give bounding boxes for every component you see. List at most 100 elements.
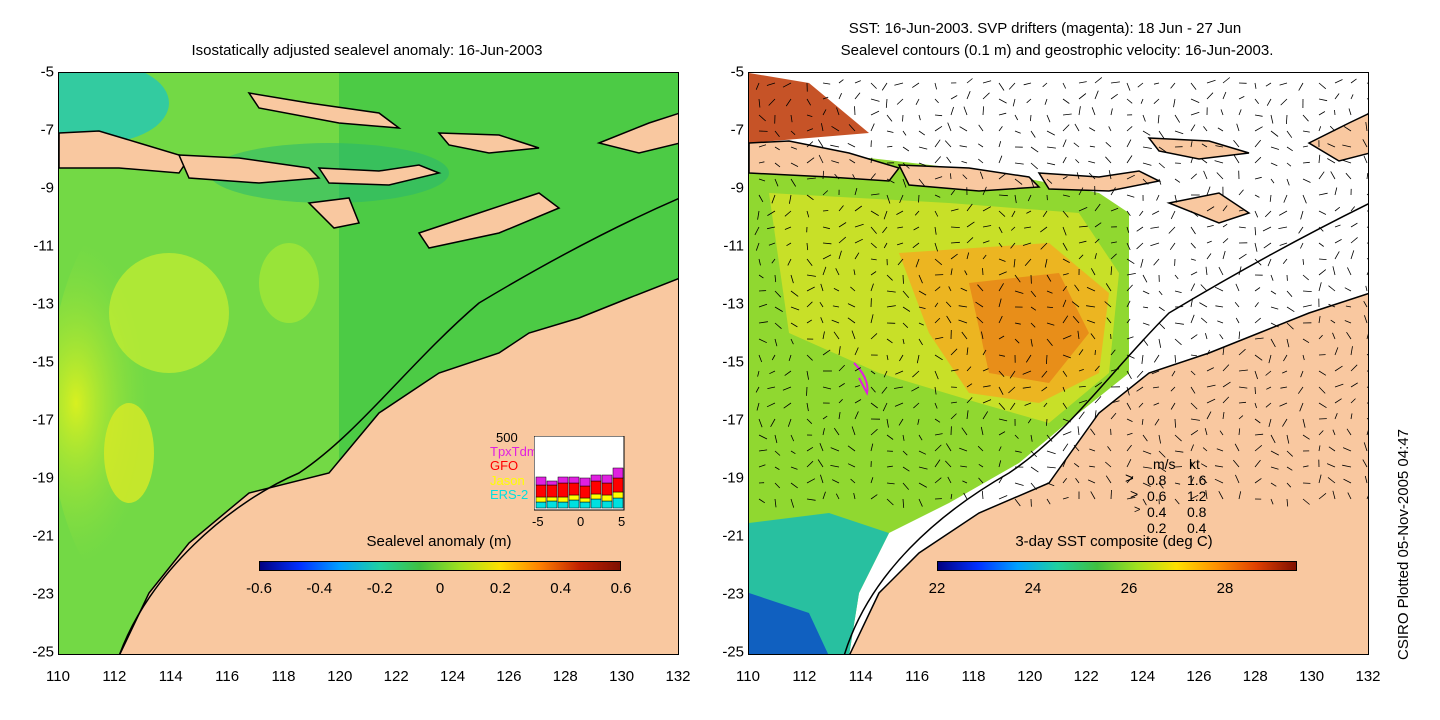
velocity-vector: [1142, 130, 1151, 136]
velocity-vector: [1171, 370, 1176, 377]
velocity-vector: [1286, 178, 1290, 186]
velocity-vector: [1350, 250, 1355, 260]
velocity-vector: [982, 268, 984, 276]
velocity-vector: [787, 258, 792, 266]
velocity-vector: [1302, 338, 1310, 344]
velocity-vector: [1150, 242, 1160, 247]
velocity-vector: [1302, 145, 1308, 148]
velocity-vector: [883, 210, 888, 220]
velocity-vector: [1174, 274, 1179, 280]
velocity-vector: [1190, 271, 1198, 276]
y-tick-label: -13: [32, 295, 54, 313]
velocity-vector: [948, 286, 952, 292]
velocity-vector: [915, 258, 920, 268]
velocity-vector: [774, 322, 782, 330]
velocity-vector: [822, 170, 824, 180]
velocity-vector: [1254, 433, 1264, 436]
velocity-vector: [1139, 210, 1144, 217]
velocity-key-ms-2: 0.4: [1147, 504, 1167, 520]
velocity-vector: [822, 349, 831, 356]
velocity-vector: [1126, 126, 1133, 132]
velocity-vector: [1142, 322, 1150, 326]
velocity-vector: [1126, 318, 1131, 324]
velocity-vector: [1264, 210, 1272, 218]
velocity-vector: [980, 426, 984, 436]
velocity-vector: [1203, 170, 1208, 180]
velocity-vector: [998, 173, 1007, 180]
velocity-vector: [978, 158, 984, 164]
right-panel-title-1: SST: 16-Jun-2003. SVP drifters (magenta)…: [848, 20, 1242, 37]
velocity-vector: [998, 335, 1005, 340]
velocity-vector: [1347, 267, 1352, 276]
velocity-vector: [1217, 127, 1224, 132]
velocity-vector: [1190, 314, 1195, 324]
velocity-vector: [769, 370, 776, 375]
velocity-vector: [945, 301, 952, 308]
velocity-vector: [946, 156, 952, 164]
velocity-vector: [1254, 82, 1257, 89]
plot-credit: CSIRO Plotted 05-Nov-2005 04:47: [1395, 429, 1412, 660]
velocity-vector: [870, 271, 877, 276]
velocity-vector: [1010, 242, 1016, 249]
velocity-vector: [870, 98, 880, 102]
velocity-vector: [1062, 418, 1071, 423]
velocity-vector: [1105, 142, 1112, 148]
velocity-vector: [790, 466, 798, 470]
velocity-vector: [998, 112, 1007, 116]
velocity-vector: [1343, 478, 1352, 484]
velocity-vector: [1170, 210, 1176, 220]
velocity-vector: [1190, 141, 1193, 148]
velocity-vector: [1014, 130, 1021, 134]
velocity-vector: [870, 314, 874, 324]
velocity-vector: [833, 288, 840, 292]
velocity-vector: [1222, 396, 1230, 404]
inset-bar-segment: [601, 474, 613, 484]
velocity-vector: [1094, 90, 1099, 100]
velocity-vector: [1328, 285, 1336, 292]
velocity-vector: [902, 338, 905, 345]
velocity-vector: [946, 315, 952, 324]
velocity-vector: [982, 186, 987, 196]
velocity-vector: [896, 210, 904, 215]
velocity-vector: [934, 156, 942, 164]
velocity-vector: [1206, 92, 1214, 100]
inset-xtick-neg5: -5: [532, 514, 544, 529]
velocity-vector: [1136, 370, 1144, 378]
velocity-vector: [1014, 178, 1023, 185]
velocity-vector: [895, 370, 904, 375]
velocity-vector: [854, 252, 860, 260]
y-tick-label: -21: [32, 527, 54, 545]
velocity-vector: [1265, 82, 1272, 87]
velocity-vector: [886, 194, 891, 204]
velocity-vector: [1270, 498, 1274, 505]
velocity-vector: [1234, 302, 1240, 308]
velocity-vector: [1013, 258, 1016, 268]
velocity-vector: [1105, 461, 1112, 468]
velocity-vector: [950, 413, 957, 420]
velocity-vector: [850, 478, 856, 484]
velocity-vector: [1279, 402, 1288, 407]
right-panel-title-2: Sealevel contours (0.1 m) and geostrophi…: [840, 42, 1274, 59]
velocity-vector: [914, 210, 920, 216]
velocity-vector: [966, 410, 969, 420]
velocity-vector: [1090, 491, 1096, 500]
velocity-vector: [1030, 162, 1038, 170]
inset-bar-segment: [590, 498, 602, 509]
velocity-vector: [1222, 77, 1231, 84]
velocity-vector: [966, 203, 973, 212]
inset-bar-segment: [579, 501, 591, 509]
velocity-vector: [959, 447, 968, 452]
velocity-vector: [962, 480, 968, 484]
inset-bar-segment: [579, 497, 591, 503]
velocity-vector: [1279, 82, 1288, 86]
velocity-vector: [854, 238, 863, 244]
velocity-vector: [1062, 210, 1069, 218]
velocity-vector: [1366, 386, 1368, 388]
velocity-vector: [1026, 210, 1032, 214]
velocity-vector: [1077, 426, 1080, 436]
velocity-vector: [1366, 333, 1368, 340]
velocity-vector: [934, 337, 944, 340]
velocity-vector: [790, 114, 793, 123]
velocity-vector: [831, 125, 840, 132]
sealevel-map-graphic: [59, 73, 678, 654]
